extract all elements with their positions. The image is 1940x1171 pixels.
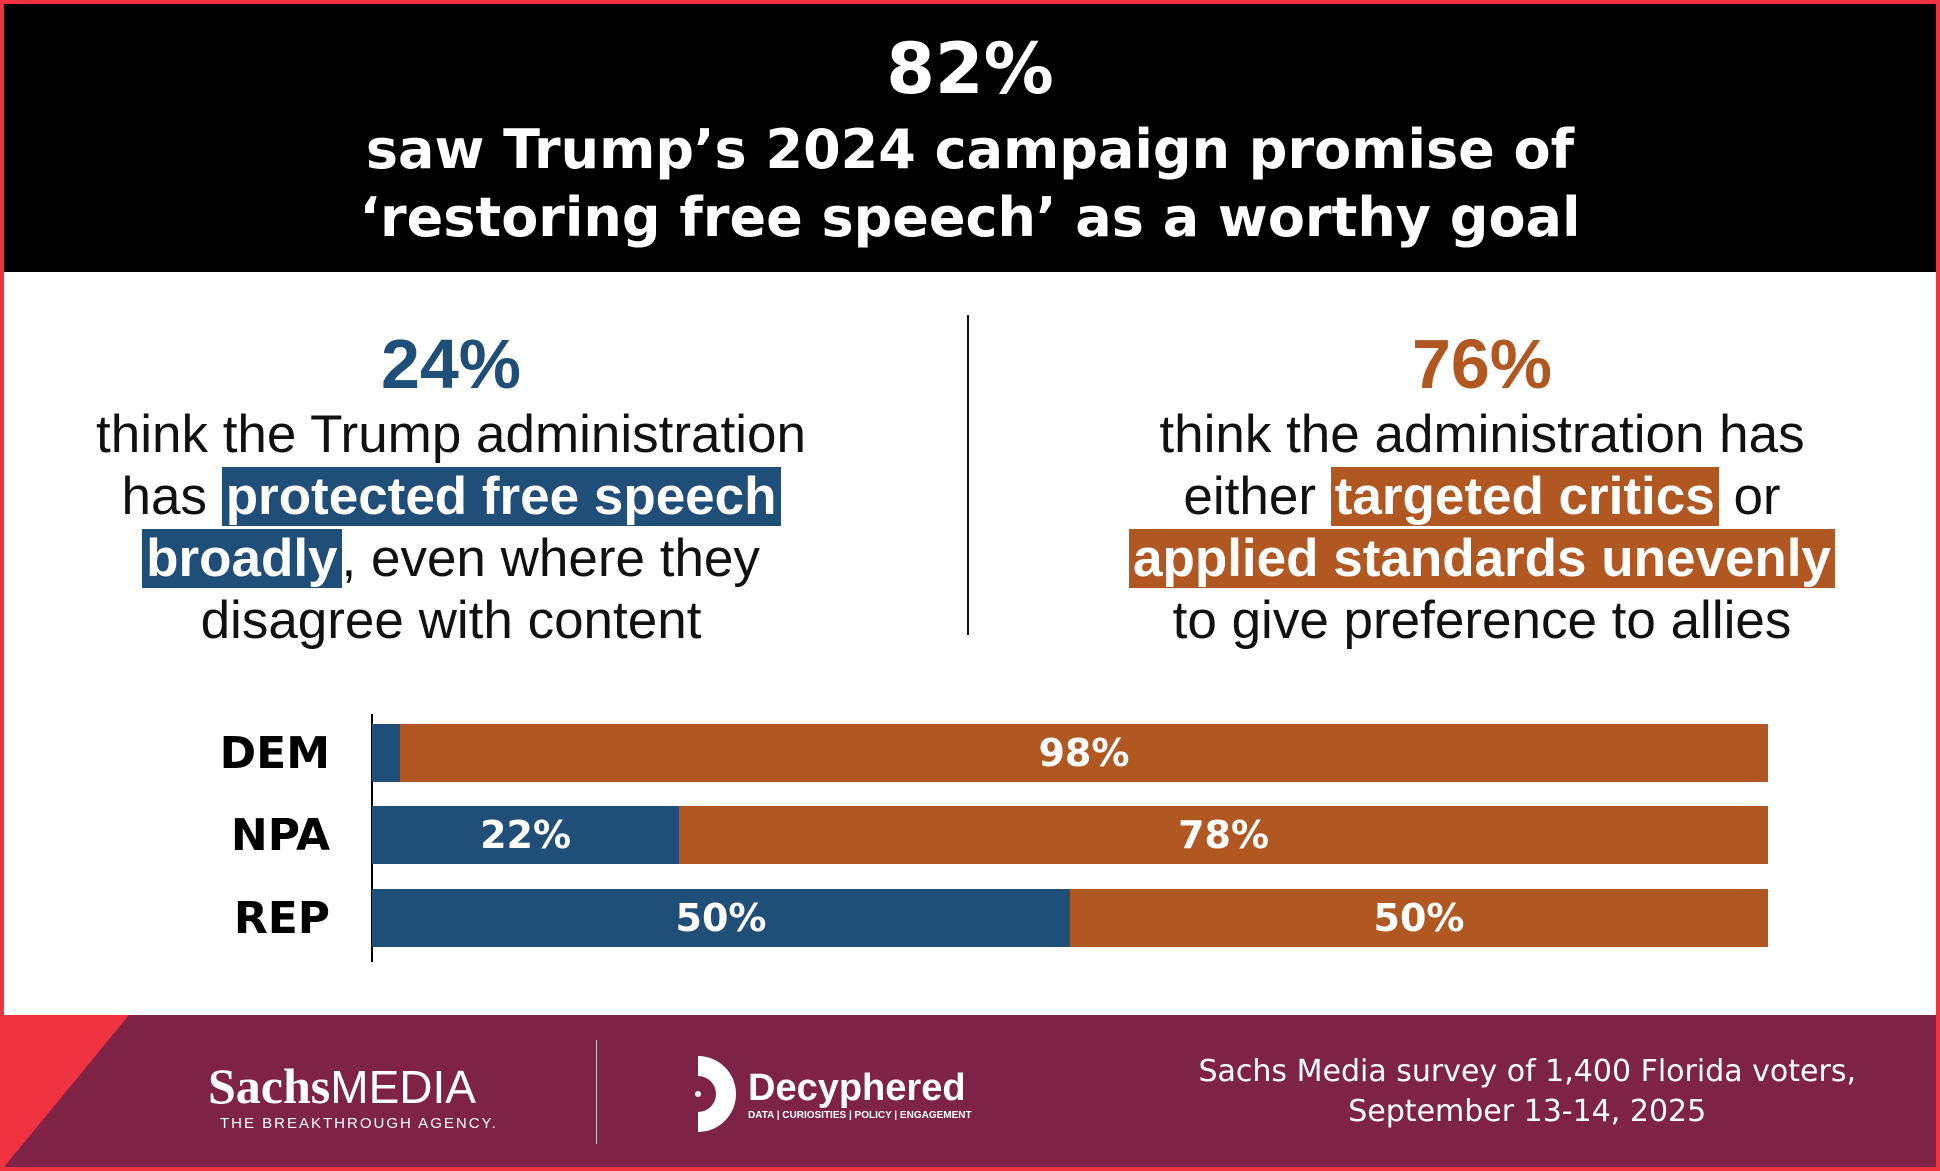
decyphered-logo: Decyphered DATA | CURIOSITIES | POLICY | … xyxy=(694,1054,972,1134)
left-text: disagree with content xyxy=(200,591,702,650)
left-text: think the Trump administration xyxy=(96,405,806,464)
logo-tagline: DATA | CURIOSITIES | POLICY | ENGAGEMENT xyxy=(748,1110,972,1121)
source-line: Sachs Media survey of 1,400 Florida vote… xyxy=(1198,1054,1857,1089)
category-label-rep: REP xyxy=(233,893,330,944)
left-percent: 24% xyxy=(380,325,522,403)
right-highlight: targeted critics xyxy=(1330,467,1719,526)
right-text: think the administration has xyxy=(1159,405,1805,464)
left-stat: 24% think the Trump administration has p… xyxy=(21,324,881,652)
party-bar-chart: DEM 98% NPA 22% 78% REP 50% 50% xyxy=(4,704,1936,974)
bar-dem-series-2: 98% xyxy=(399,724,1768,782)
logo-text: Decyphered xyxy=(748,1067,966,1109)
headline-banner: 82% saw Trump’s 2024 campaign promise of… xyxy=(4,4,1936,272)
right-percent: 76% xyxy=(1411,325,1553,403)
source-line: September 13-14, 2025 xyxy=(1348,1094,1707,1129)
column-divider xyxy=(967,315,969,635)
sachs-media-logo: SachsMEDIA THE BREAKTHROUGH AGENCY. xyxy=(208,1057,498,1132)
right-text: or xyxy=(1718,467,1781,526)
bar-rep-series-2: 50% xyxy=(1070,889,1768,947)
infographic: 82% saw Trump’s 2024 campaign promise of… xyxy=(4,4,1936,1167)
footer-divider xyxy=(596,1040,597,1144)
right-highlight: applied standards unevenly xyxy=(1128,529,1836,588)
footer-accent xyxy=(4,1015,129,1167)
bar-dem-series-1 xyxy=(372,724,400,782)
left-text: , even where they xyxy=(341,529,760,588)
right-text: to give preference to allies xyxy=(1172,591,1792,650)
bar-npa-series-1: 22% xyxy=(372,806,680,864)
bar-npa-series-2: 78% xyxy=(679,806,1768,864)
logo-text: Sachs xyxy=(208,1058,331,1114)
left-highlight: broadly xyxy=(142,529,342,588)
left-highlight: protected free speech xyxy=(221,467,781,526)
headline-line-2: ‘restoring free speech’ as a worthy goal xyxy=(359,186,1581,249)
decyphered-mark-icon xyxy=(695,1056,736,1132)
logo-text: MEDIA xyxy=(330,1061,476,1113)
footer xyxy=(4,1015,1936,1167)
source-note: Sachs Media survey of 1,400 Florida vote… xyxy=(1199,1052,1857,1132)
right-stat: 76% think the administration has either … xyxy=(1052,324,1912,652)
category-label-npa: NPA xyxy=(230,810,330,861)
headline-line-1: saw Trump’s 2024 campaign promise of xyxy=(365,118,1575,181)
logo-tagline: THE BREAKTHROUGH AGENCY. xyxy=(220,1115,498,1132)
bar-rep-series-1: 50% xyxy=(372,889,1070,947)
category-label-dem: DEM xyxy=(219,728,330,779)
left-text: has xyxy=(121,467,222,526)
right-text: either xyxy=(1183,467,1331,526)
headline-percent: 82% xyxy=(886,28,1054,110)
